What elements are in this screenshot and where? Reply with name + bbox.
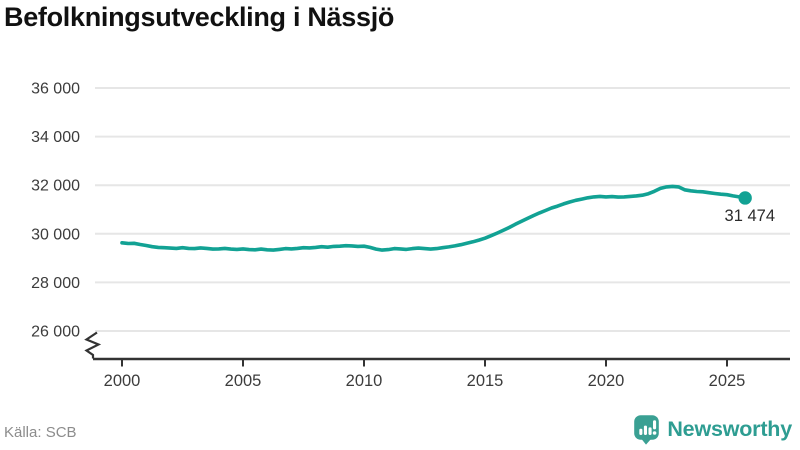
newsworthy-wordmark: Newsworthy bbox=[667, 417, 792, 441]
x-tick-label: 2005 bbox=[225, 372, 262, 390]
newsworthy-bubble-chart-icon bbox=[634, 415, 660, 445]
end-value-label: 31 474 bbox=[725, 207, 775, 225]
x-tick-label: 2000 bbox=[104, 372, 141, 390]
y-tick-label: 26 000 bbox=[31, 324, 80, 341]
axis-break-icon bbox=[84, 331, 102, 359]
x-tick-label: 2025 bbox=[709, 372, 746, 390]
chart-title: Befolkningsutveckling i Nässjö bbox=[4, 2, 395, 32]
y-tick-label: 36 000 bbox=[31, 81, 80, 98]
x-tick-label: 2020 bbox=[588, 372, 625, 390]
end-point-marker bbox=[738, 191, 752, 205]
x-tick-label: 2010 bbox=[346, 372, 383, 390]
source-label: Källa: SCB bbox=[4, 424, 77, 441]
x-tick-label: 2015 bbox=[467, 372, 504, 390]
y-tick-label: 34 000 bbox=[31, 129, 80, 146]
population-line bbox=[120, 184, 747, 252]
y-tick-label: 30 000 bbox=[31, 226, 80, 243]
y-tick-label: 32 000 bbox=[31, 178, 80, 195]
newsworthy-logo: Newsworthy bbox=[633, 414, 792, 445]
y-tick-label: 28 000 bbox=[31, 275, 80, 292]
